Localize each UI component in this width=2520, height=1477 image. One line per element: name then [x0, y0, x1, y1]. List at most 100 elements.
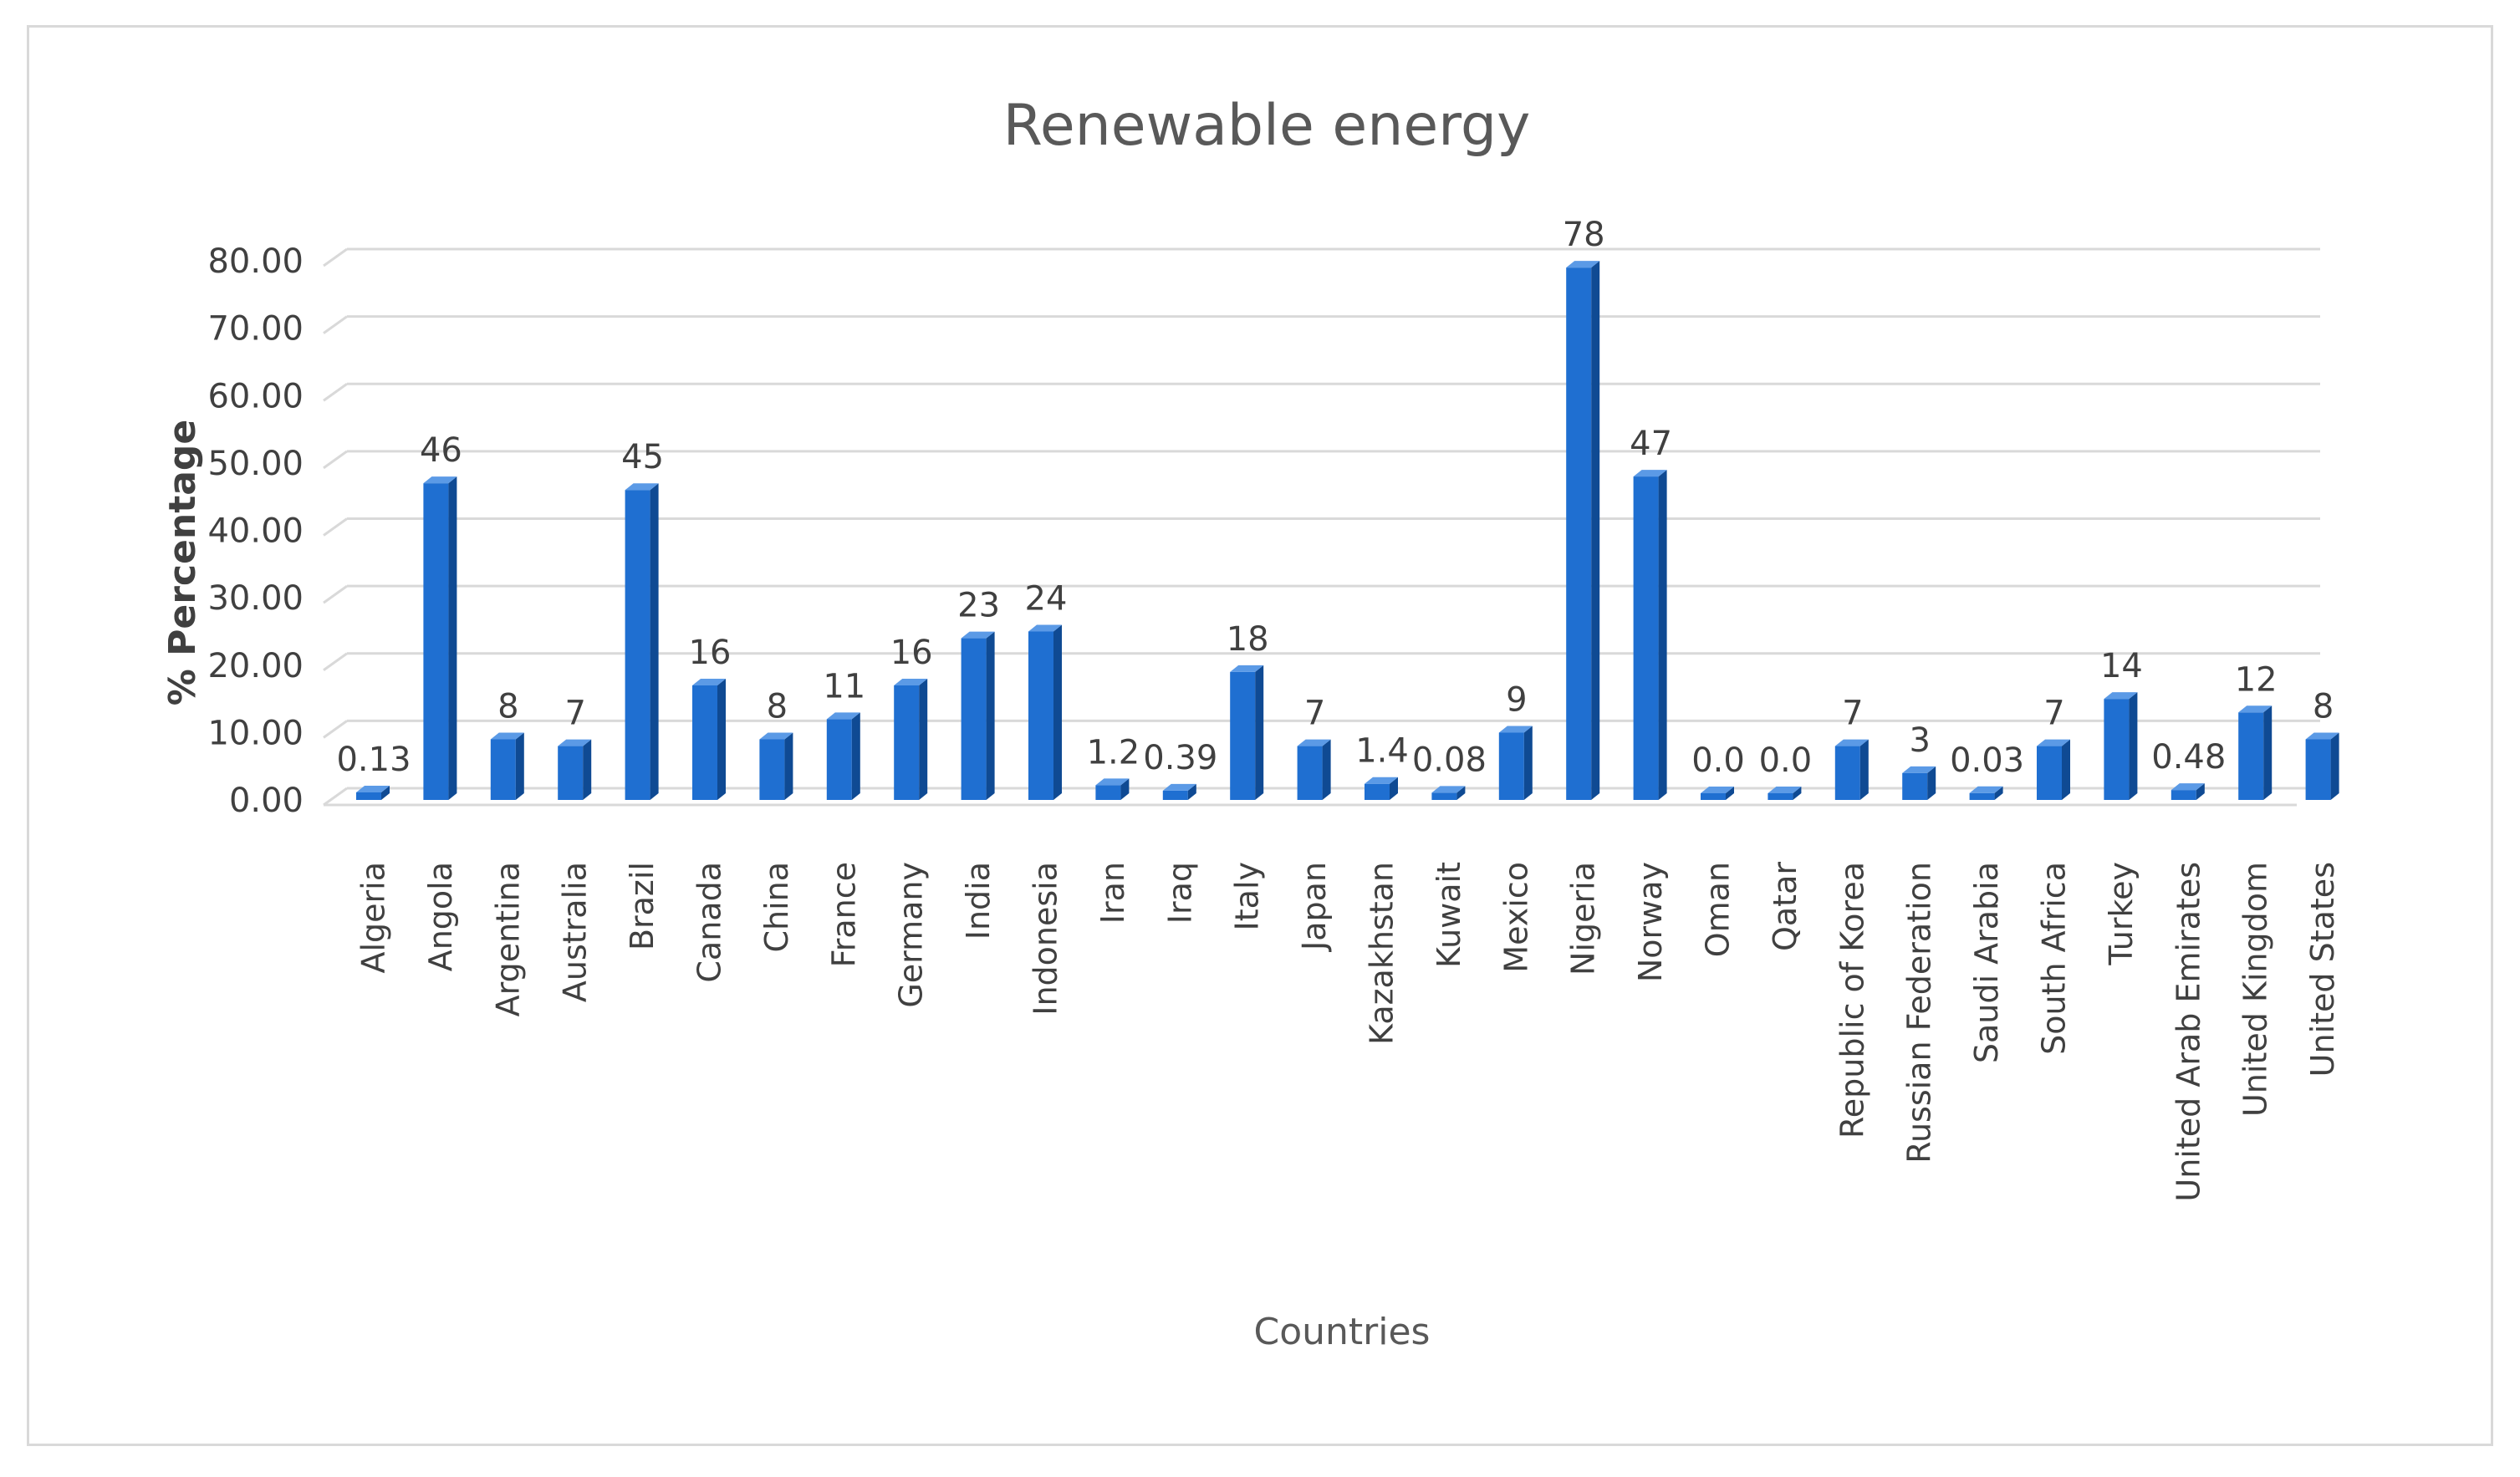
bar-side	[448, 476, 457, 800]
bar-front	[692, 685, 717, 800]
bar	[1768, 787, 1802, 800]
x-tick-label: Kuwait	[1431, 862, 1467, 968]
data-label: 16	[689, 634, 732, 672]
data-label: 7	[1842, 695, 1863, 733]
bar-front	[1365, 783, 1390, 800]
bar	[625, 483, 659, 800]
y-axis-title: % Percentage	[161, 420, 204, 706]
x-tick-label: Saudi Arabia	[1968, 862, 2005, 1063]
data-label: 47	[1630, 425, 1672, 463]
bar-side	[650, 483, 659, 800]
gridline-depth	[323, 787, 348, 807]
x-tick-label: Mexico	[1497, 862, 1534, 973]
data-label: 23	[957, 587, 1000, 625]
bar-front	[356, 792, 381, 800]
bar	[961, 631, 995, 800]
bar-top	[356, 785, 390, 792]
bar-side	[1793, 787, 1802, 800]
bar	[1834, 739, 1869, 800]
bar	[2305, 732, 2339, 800]
bar	[1230, 665, 1264, 800]
x-tick-label: South Africa	[2036, 862, 2073, 1055]
bar-front	[490, 739, 516, 800]
bar-top	[1230, 665, 1264, 672]
y-tick-label: 0.00	[229, 782, 304, 820]
x-tick-label: France	[825, 862, 862, 967]
x-tick-label: Indonesia	[1028, 862, 1064, 1016]
data-label: 1.4	[1355, 732, 1409, 771]
bar	[1297, 739, 1331, 800]
bar	[1701, 787, 1734, 800]
bar	[356, 785, 390, 800]
bar-side	[1322, 739, 1331, 800]
bar-front	[2171, 790, 2196, 800]
bar-top	[1431, 786, 1466, 793]
bar-side	[1053, 624, 1062, 800]
data-label: 46	[420, 431, 462, 470]
bar-side	[1523, 726, 1533, 800]
gridline-depth	[323, 450, 348, 470]
bar	[490, 732, 524, 800]
data-label: 0.0	[1759, 741, 1813, 780]
y-tick-label: 10.00	[207, 714, 304, 752]
bar-side	[2129, 692, 2138, 800]
bar-side	[1456, 786, 1466, 800]
data-label: 12	[2235, 660, 2278, 699]
bar-side	[717, 679, 726, 800]
bar-top	[1095, 778, 1130, 786]
bar-side	[1390, 777, 1398, 800]
bar-side	[2263, 705, 2273, 800]
bar-top	[1969, 786, 2003, 793]
chart-title: Renewable energy	[1003, 93, 1531, 159]
x-tick-label: Algeria	[355, 862, 392, 974]
bar	[1633, 470, 1667, 800]
x-tick-label: Qatar	[1767, 862, 1803, 951]
data-label: 1.2	[1087, 733, 1140, 772]
bar-top	[894, 679, 928, 685]
data-label: 24	[1025, 580, 1068, 619]
bar-front	[558, 746, 584, 800]
bar-front	[1095, 785, 1121, 800]
bar	[1498, 726, 1533, 800]
data-label: 0.13	[336, 741, 411, 779]
bar	[1365, 777, 1398, 800]
x-axis-title: Countries	[1254, 1311, 1431, 1353]
y-tick-label: 50.00	[207, 445, 304, 483]
bar-top	[1768, 787, 1802, 793]
bar-top	[625, 483, 659, 491]
data-label: 7	[2043, 695, 2064, 733]
bar-side	[1927, 766, 1936, 800]
bar-side	[381, 785, 390, 800]
bar-side	[1255, 665, 1264, 800]
gridline-depth	[323, 383, 348, 402]
bar-front	[1902, 772, 1928, 800]
bar-top	[1902, 766, 1936, 773]
x-tick-label: Angola	[422, 862, 459, 971]
y-tick-label: 70.00	[207, 310, 304, 349]
bar	[2037, 739, 2070, 800]
bar-side	[2330, 732, 2339, 800]
bar-top	[2238, 705, 2273, 713]
bar-front	[2305, 739, 2331, 800]
bar-top	[2104, 692, 2138, 700]
data-label: 8	[2313, 688, 2334, 726]
bar	[759, 732, 793, 800]
x-tick-label: Norway	[1632, 862, 1669, 982]
bar-top	[2037, 739, 2070, 746]
x-tick-label: Iraq	[1161, 862, 1198, 924]
bar-front	[826, 719, 852, 800]
bar-side	[851, 712, 860, 800]
bar-top	[961, 631, 995, 639]
bar-top	[2171, 783, 2205, 791]
data-label: 14	[2100, 647, 2143, 685]
x-tick-label: Japan	[1296, 862, 1333, 952]
bar-side	[1591, 261, 1600, 800]
bar	[558, 739, 592, 800]
data-label: 16	[890, 634, 933, 672]
bar	[1431, 786, 1466, 800]
data-label: 7	[1304, 695, 1325, 733]
data-label: 18	[1227, 620, 1269, 659]
bar-top	[1566, 261, 1600, 268]
gridline-depth	[323, 517, 348, 537]
bar	[692, 679, 726, 800]
